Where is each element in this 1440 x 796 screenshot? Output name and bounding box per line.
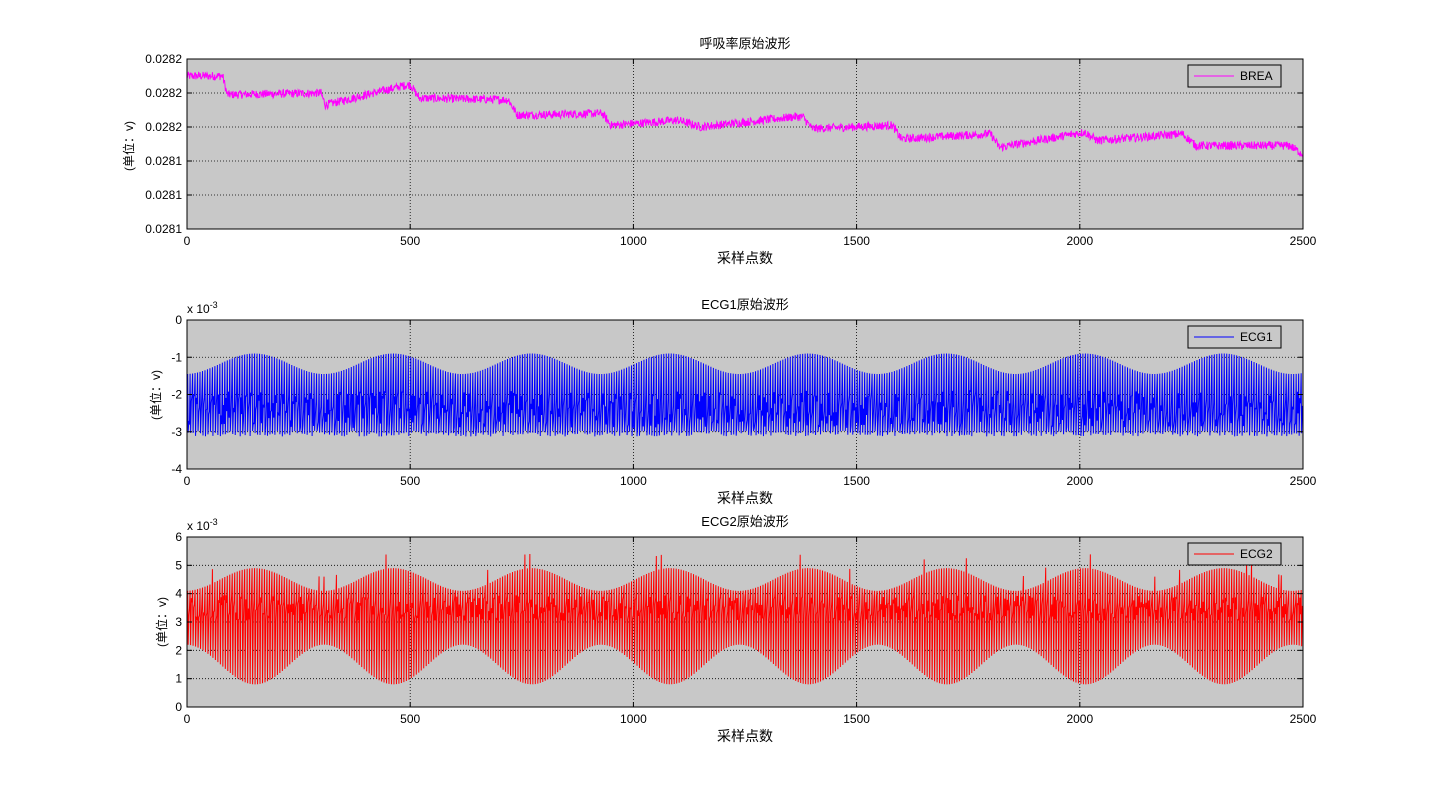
- y-axis-label: (单位：v): [154, 597, 169, 647]
- chart-title: ECG2原始波形: [701, 514, 788, 529]
- plot-area: [187, 59, 1303, 229]
- y-tick-label: 0.0282: [145, 120, 182, 134]
- y-tick-label: 0.0281: [145, 154, 182, 168]
- exponent-label: x 10-3: [187, 300, 218, 316]
- y-tick-label: -1: [171, 350, 182, 364]
- x-tick-label: 1500: [843, 474, 870, 488]
- legend-label: ECG2: [1240, 547, 1273, 561]
- y-tick-label: -3: [171, 425, 182, 439]
- grid-lines: [187, 59, 1303, 229]
- x-tick-label: 2500: [1290, 474, 1317, 488]
- y-tick-label: 5: [175, 558, 182, 572]
- y-tick-label: 0: [175, 313, 182, 327]
- x-tick-label: 0: [184, 474, 191, 488]
- y-tick-label: 0: [175, 700, 182, 714]
- x-tick-label: 0: [184, 712, 191, 726]
- x-tick-label: 2500: [1290, 712, 1317, 726]
- x-tick-label: 2000: [1066, 712, 1093, 726]
- x-tick-label: 1500: [843, 234, 870, 248]
- y-tick-label: 0.0281: [145, 222, 182, 236]
- legend: ECG1: [1187, 325, 1282, 349]
- chart-title: 呼吸率原始波形: [699, 36, 790, 51]
- x-axis-label: 采样点数: [717, 250, 773, 266]
- legend: ECG2: [1187, 542, 1282, 566]
- x-tick-label: 2000: [1066, 234, 1093, 248]
- subplot-1: 0 500 1000 1500 2000 2500 0.0281 0.0281 0.0281 0.…: [121, 36, 1317, 266]
- legend-box: [1187, 64, 1282, 88]
- x-tick-label: 1000: [620, 474, 647, 488]
- x-tick-label: 0: [184, 234, 191, 248]
- y-tick-label: 6: [175, 530, 182, 544]
- x-axis-label: 采样点数: [717, 490, 773, 506]
- x-tick-label: 2000: [1066, 474, 1093, 488]
- x-axis-label: 采样点数: [717, 728, 773, 744]
- x-tick-label: 2500: [1290, 234, 1317, 248]
- y-tick-label: 4: [175, 587, 182, 601]
- series-line-ecg2: [187, 554, 1303, 685]
- y-tick-label: 0.0281: [145, 188, 182, 202]
- y-tick-label: 0.0282: [145, 52, 182, 66]
- y-axis-label: (单位：v): [148, 370, 163, 420]
- x-tick-label: 500: [400, 712, 420, 726]
- series-group: [187, 71, 1303, 158]
- series-line-ecg1: [187, 353, 1303, 437]
- y-tick-label: 2: [175, 643, 182, 657]
- x-tick-label: 1000: [620, 712, 647, 726]
- y-tick-label: 1: [175, 672, 182, 686]
- series-line-brea: [187, 71, 1303, 158]
- y-tick-label: -2: [171, 388, 182, 402]
- legend-label: ECG1: [1240, 330, 1273, 344]
- legend-label: BREA: [1240, 69, 1273, 83]
- legend-box: [1187, 325, 1282, 349]
- series-group: [187, 353, 1303, 437]
- axes-box: [186, 58, 1304, 230]
- x-tick-label: 500: [400, 474, 420, 488]
- y-axis-label: (单位：v): [121, 121, 136, 171]
- y-tick-label: -4: [171, 462, 182, 476]
- x-tick-label: 500: [400, 234, 420, 248]
- legend: BREA: [1187, 64, 1282, 88]
- y-tick-label: 0.0282: [145, 86, 182, 100]
- subplot-2: 0 500 1000 1500 2000 2500 -4 -3 -2 -1 0 x 10-3 ECG1原…: [148, 297, 1317, 506]
- y-tick-label: 3: [175, 615, 182, 629]
- chart-title: ECG1原始波形: [701, 297, 788, 312]
- x-tick-label: 1000: [620, 234, 647, 248]
- legend-box: [1187, 542, 1282, 566]
- series-group: [187, 554, 1303, 685]
- subplot-3: 0 500 1000 1500 2000 2500 0 1 2 3 4 5 6 x 10-3 ECG2原始波…: [154, 514, 1317, 744]
- exponent-label: x 10-3: [187, 517, 218, 533]
- x-tick-label: 1500: [843, 712, 870, 726]
